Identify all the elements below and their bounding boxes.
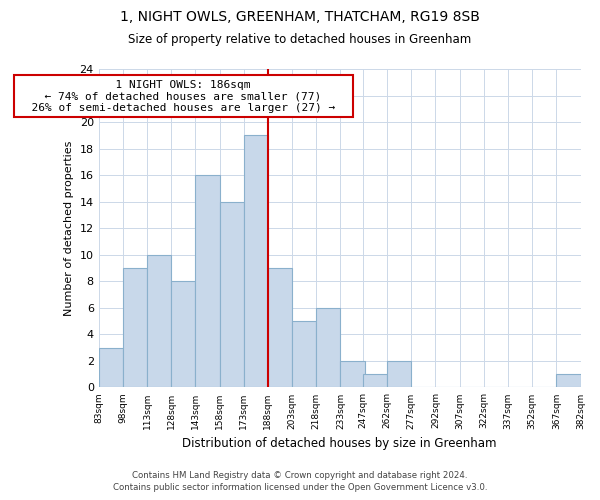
Bar: [244, 136, 268, 388]
Y-axis label: Number of detached properties: Number of detached properties: [64, 140, 74, 316]
Bar: [220, 202, 244, 388]
Text: Size of property relative to detached houses in Greenham: Size of property relative to detached ho…: [128, 32, 472, 46]
Bar: [147, 255, 171, 388]
Bar: [316, 308, 340, 388]
Bar: [123, 268, 147, 388]
Bar: [556, 374, 581, 388]
Bar: [196, 175, 220, 388]
Text: Contains HM Land Registry data © Crown copyright and database right 2024.
Contai: Contains HM Land Registry data © Crown c…: [113, 471, 487, 492]
Bar: [171, 282, 196, 388]
Bar: [340, 361, 365, 388]
Bar: [268, 268, 292, 388]
X-axis label: Distribution of detached houses by size in Greenham: Distribution of detached houses by size …: [182, 437, 497, 450]
Bar: [363, 374, 387, 388]
Bar: [292, 321, 316, 388]
Text: 1, NIGHT OWLS, GREENHAM, THATCHAM, RG19 8SB: 1, NIGHT OWLS, GREENHAM, THATCHAM, RG19 …: [120, 10, 480, 24]
Text: 1 NIGHT OWLS: 186sqm  
  ← 74% of detached houses are smaller (77)  
  26% of se: 1 NIGHT OWLS: 186sqm ← 74% of detached h…: [18, 80, 349, 113]
Bar: [99, 348, 123, 388]
Bar: [387, 361, 412, 388]
